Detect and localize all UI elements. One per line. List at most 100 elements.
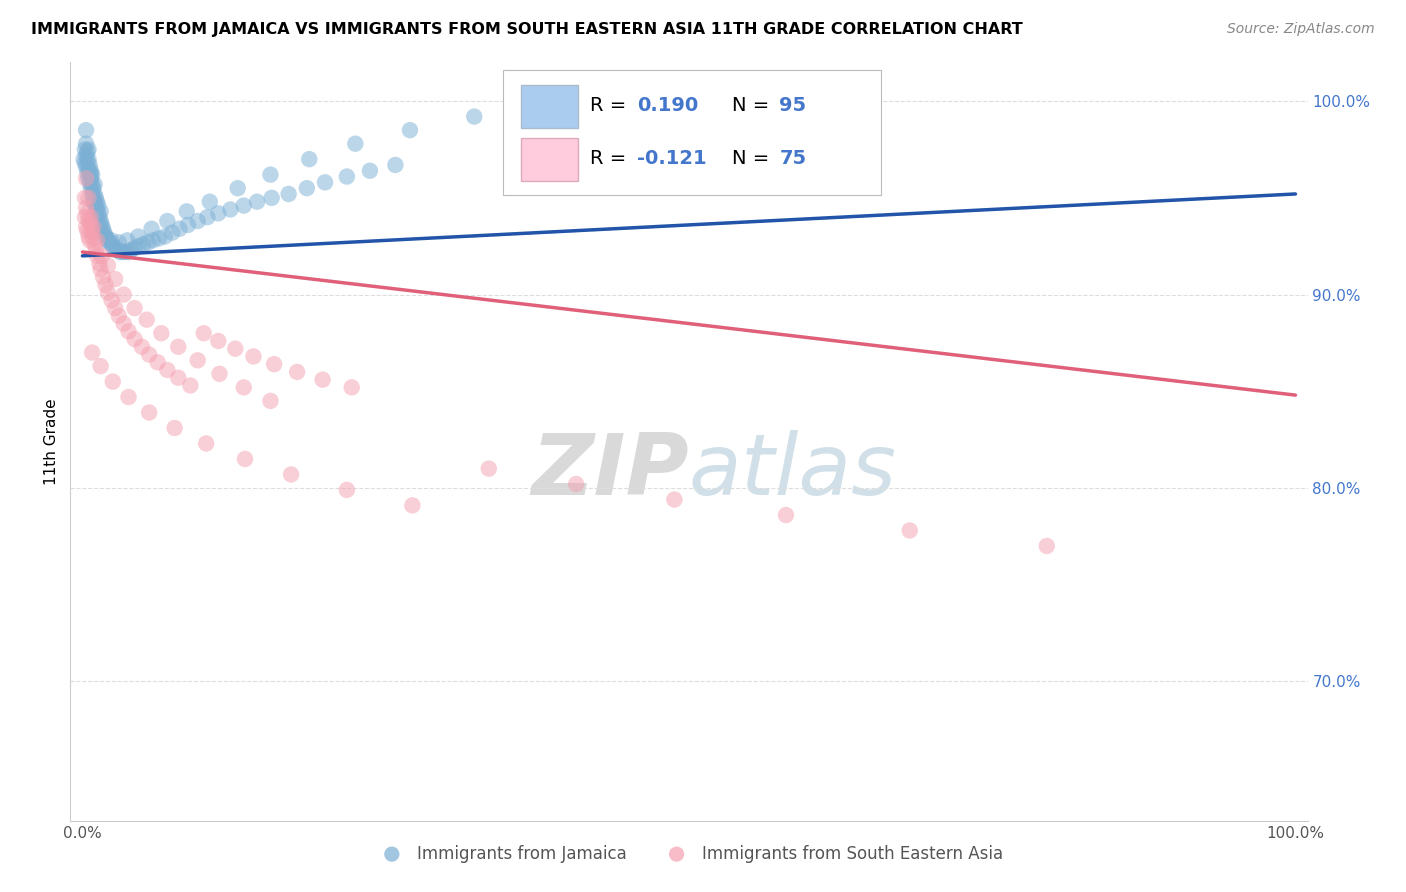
- Point: [76, 206, 98, 220]
- Point: [91, 221, 114, 235]
- Point: [98, 235, 121, 250]
- Point: [117, 390, 139, 404]
- Point: [86, 202, 108, 217]
- Point: [80, 163, 103, 178]
- Point: [242, 350, 264, 364]
- Point: [75, 160, 97, 174]
- Point: [76, 166, 98, 180]
- Point: [260, 191, 283, 205]
- Point: [150, 326, 173, 341]
- Point: [138, 347, 160, 361]
- Point: [75, 148, 97, 162]
- Text: Source: ZipAtlas.com: Source: ZipAtlas.com: [1227, 22, 1375, 37]
- Point: [193, 326, 215, 341]
- Point: [77, 191, 100, 205]
- Point: [195, 436, 218, 450]
- Point: [73, 210, 96, 224]
- Text: atlas: atlas: [689, 430, 897, 514]
- Point: [142, 233, 165, 247]
- Point: [156, 214, 179, 228]
- Point: [79, 158, 101, 172]
- Point: [75, 219, 97, 234]
- Point: [108, 309, 131, 323]
- Point: [169, 221, 191, 235]
- Point: [94, 229, 117, 244]
- Point: [176, 204, 198, 219]
- Point: [75, 171, 97, 186]
- Point: [263, 357, 285, 371]
- Text: N =: N =: [733, 149, 776, 169]
- Point: [117, 233, 139, 247]
- Point: [87, 198, 110, 212]
- FancyBboxPatch shape: [520, 85, 578, 128]
- Point: [340, 380, 363, 394]
- Point: [72, 152, 94, 166]
- Text: -0.121: -0.121: [637, 149, 707, 169]
- Point: [775, 508, 797, 522]
- Text: N =: N =: [733, 96, 776, 115]
- Point: [259, 168, 281, 182]
- Point: [163, 421, 186, 435]
- Point: [187, 353, 209, 368]
- Point: [285, 365, 308, 379]
- FancyBboxPatch shape: [520, 138, 578, 181]
- Point: [100, 233, 122, 247]
- Point: [233, 452, 256, 467]
- Point: [195, 210, 218, 224]
- Point: [226, 181, 249, 195]
- Point: [96, 231, 118, 245]
- Point: [90, 262, 112, 277]
- Point: [107, 243, 129, 257]
- Text: IMMIGRANTS FROM JAMAICA VS IMMIGRANTS FROM SOUTH EASTERN ASIA 11TH GRADE CORRELA: IMMIGRANTS FROM JAMAICA VS IMMIGRANTS FR…: [31, 22, 1022, 37]
- Point: [207, 206, 229, 220]
- Point: [86, 233, 108, 247]
- Point: [91, 270, 114, 285]
- Point: [101, 239, 124, 253]
- Point: [124, 332, 146, 346]
- Point: [146, 355, 169, 369]
- Point: [86, 194, 108, 209]
- Point: [82, 194, 104, 209]
- Point: [73, 143, 96, 157]
- Point: [108, 235, 131, 250]
- Point: [79, 166, 101, 180]
- Point: [127, 239, 149, 253]
- Point: [82, 168, 104, 182]
- Point: [86, 249, 108, 263]
- Point: [246, 194, 269, 209]
- Point: [117, 244, 139, 259]
- Point: [167, 370, 190, 384]
- Point: [83, 237, 105, 252]
- Point: [84, 198, 107, 212]
- Point: [80, 181, 103, 195]
- Point: [90, 204, 112, 219]
- Point: [207, 334, 229, 348]
- Text: R =: R =: [591, 149, 633, 169]
- Point: [108, 244, 131, 259]
- Point: [82, 345, 104, 359]
- Point: [94, 229, 117, 244]
- Point: [100, 237, 122, 252]
- Point: [73, 191, 96, 205]
- FancyBboxPatch shape: [503, 70, 880, 195]
- Legend: Immigrants from Jamaica, Immigrants from South Eastern Asia: Immigrants from Jamaica, Immigrants from…: [368, 838, 1010, 869]
- Point: [311, 373, 333, 387]
- Point: [295, 181, 318, 195]
- Point: [101, 375, 124, 389]
- Point: [112, 317, 135, 331]
- Point: [114, 244, 136, 259]
- Point: [83, 186, 105, 201]
- Point: [83, 178, 105, 192]
- Point: [97, 233, 120, 247]
- Point: [359, 163, 381, 178]
- Text: 95: 95: [779, 96, 807, 115]
- Point: [77, 161, 100, 176]
- Point: [298, 152, 321, 166]
- Point: [314, 175, 336, 189]
- Point: [277, 186, 299, 201]
- Point: [79, 216, 101, 230]
- Point: [77, 143, 100, 157]
- Point: [86, 210, 108, 224]
- Point: [384, 158, 406, 172]
- Point: [76, 224, 98, 238]
